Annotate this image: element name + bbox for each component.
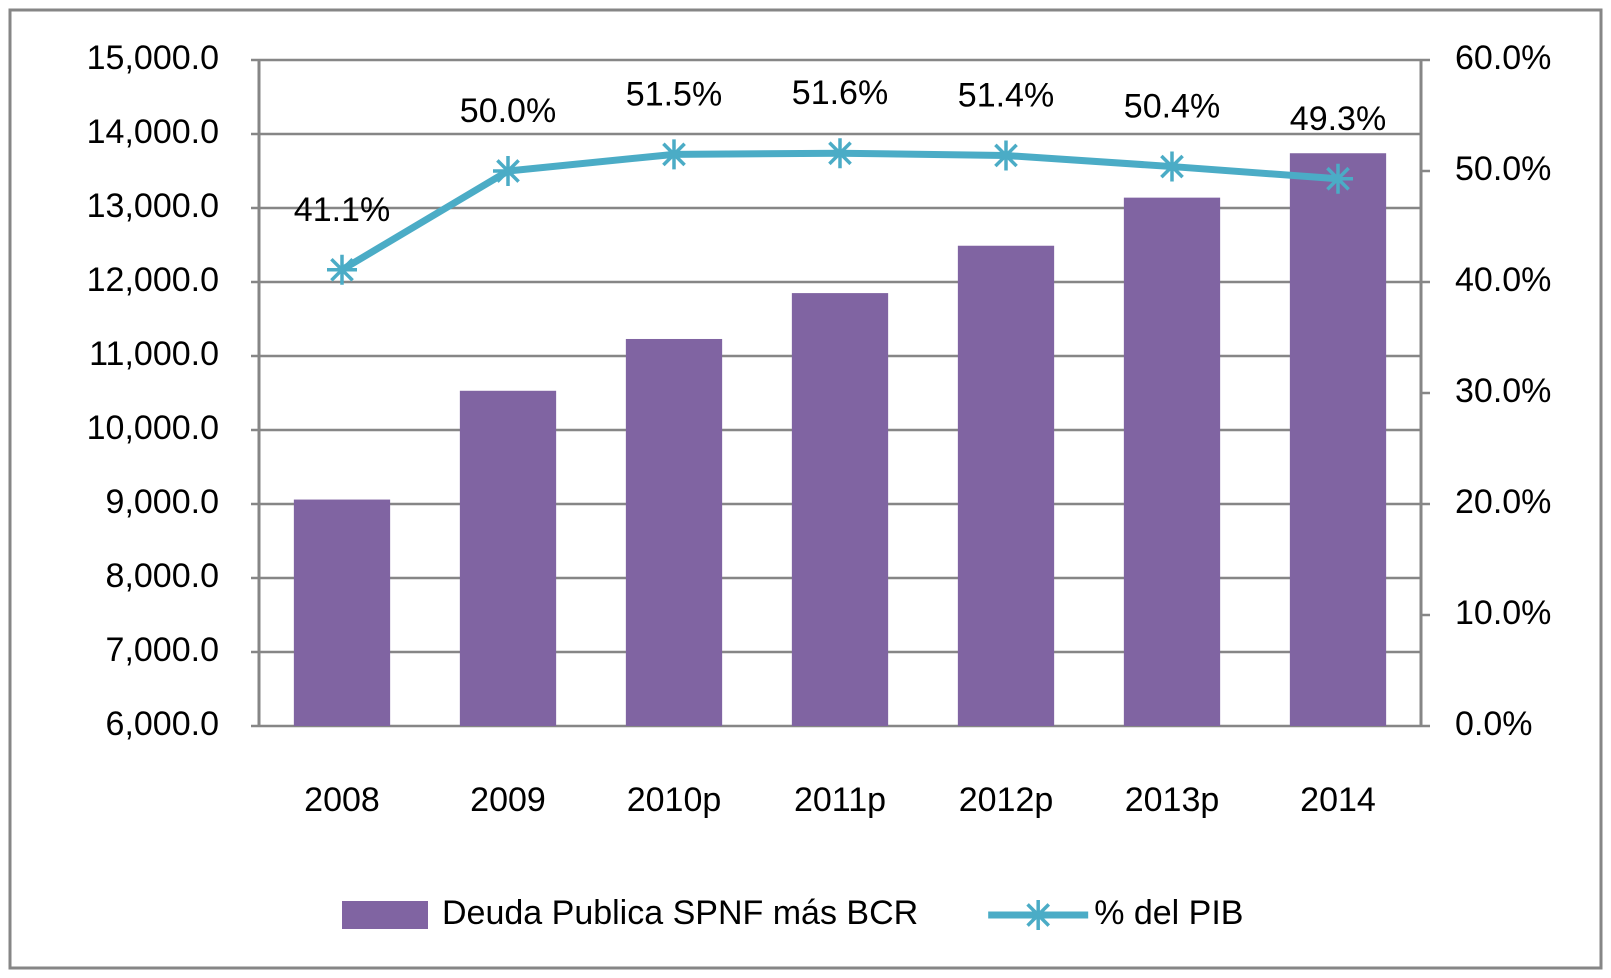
line-marker — [991, 140, 1021, 171]
line-marker — [659, 139, 689, 170]
line-marker — [1157, 151, 1187, 182]
y2-tick-label: 40.0% — [1455, 261, 1551, 299]
data-label: 51.5% — [626, 75, 722, 113]
bar — [293, 499, 391, 726]
x-tick-label: 2009 — [470, 781, 546, 819]
y-tick-label: 6,000.0 — [106, 705, 219, 743]
y2-tick-label: 20.0% — [1455, 483, 1551, 521]
y-tick-label: 12,000.0 — [87, 261, 219, 299]
y-tick-label: 10,000.0 — [87, 409, 219, 447]
x-tick-label: 2008 — [304, 781, 380, 819]
y-tick-label: 14,000.0 — [87, 113, 219, 151]
x-tick-label: 2010p — [627, 781, 722, 819]
bar — [1289, 153, 1387, 727]
legend-label: % del PIB — [1094, 894, 1243, 932]
x-tick-label: 2014 — [1300, 781, 1376, 819]
y-tick-label: 7,000.0 — [106, 631, 219, 669]
bar — [1123, 197, 1221, 726]
line-marker — [327, 254, 357, 285]
y-tick-label: 15,000.0 — [87, 39, 219, 77]
y-tick-label: 11,000.0 — [89, 335, 219, 373]
bar — [791, 293, 889, 726]
y-tick-label: 8,000.0 — [106, 557, 219, 595]
data-label: 51.4% — [958, 76, 1054, 114]
line-marker — [493, 156, 523, 186]
legend-marker — [1023, 900, 1054, 930]
line-marker — [825, 138, 855, 169]
legend-swatch — [342, 901, 428, 929]
x-tick-label: 2013p — [1125, 781, 1220, 819]
data-label: 41.1% — [294, 191, 390, 229]
y2-tick-label: 60.0% — [1455, 39, 1551, 77]
x-tick-label: 2011p — [794, 781, 886, 819]
line-marker — [1323, 163, 1353, 194]
data-label: 50.0% — [460, 92, 556, 130]
data-label: 49.3% — [1290, 100, 1386, 138]
bar — [459, 390, 557, 726]
y2-tick-label: 30.0% — [1455, 372, 1551, 410]
y2-tick-label: 0.0% — [1455, 705, 1533, 743]
data-label: 51.6% — [792, 74, 888, 112]
bar — [957, 245, 1055, 727]
y-tick-label: 9,000.0 — [106, 483, 219, 521]
y2-tick-label: 10.0% — [1455, 594, 1551, 632]
y2-tick-label: 50.0% — [1455, 150, 1551, 188]
data-label: 50.4% — [1124, 88, 1220, 126]
y-tick-label: 13,000.0 — [87, 187, 219, 225]
bar — [625, 338, 723, 726]
legend-label: Deuda Publica SPNF más BCR — [442, 894, 918, 932]
x-tick-label: 2012p — [959, 781, 1054, 819]
